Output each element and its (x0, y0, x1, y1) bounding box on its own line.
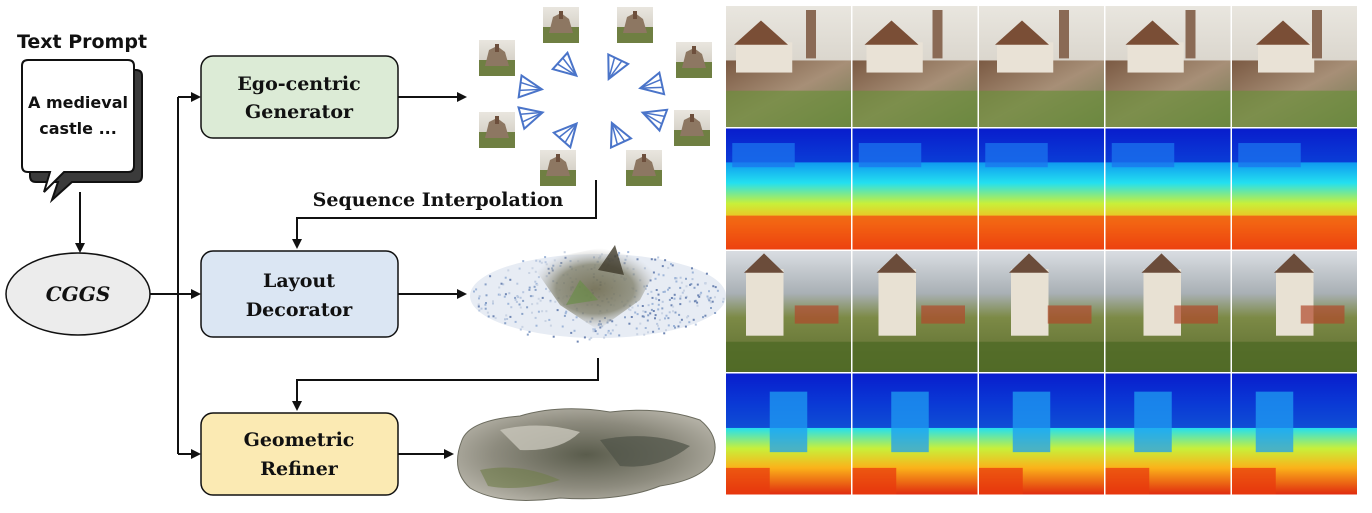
view-thumbnail (540, 150, 576, 186)
grid-tile-depth (726, 128, 851, 250)
ego-centric-generator-box (200, 55, 399, 139)
layout-decorator-line1: Layout (263, 270, 335, 292)
geometric-refiner-line1: Geometric (244, 429, 355, 451)
grid-tile-rgb-landscape (1105, 251, 1231, 372)
grid-tile-rgb-castle (726, 6, 851, 128)
camera-frustum-icon (550, 50, 579, 78)
layout-decorator-box (200, 250, 399, 338)
view-thumbnail (543, 7, 579, 43)
geometric-refiner-box (200, 412, 399, 496)
ego-centric-generator-line1: Ego-centric (237, 73, 360, 95)
grid-tile-depth (726, 373, 851, 495)
result-image-grid (726, 6, 1357, 495)
grid-tile-rgb-castle (852, 6, 978, 128)
grid-tile-rgb-landscape (979, 251, 1104, 372)
grid-tile-depth (979, 373, 1104, 495)
grid-tile-rgb-landscape (852, 251, 978, 372)
prompt-heading: Text Prompt (17, 31, 147, 53)
layout-decorator-line2: Decorator (246, 299, 354, 321)
grid-tile-rgb-landscape (726, 251, 851, 372)
camera-frustum-icon (638, 70, 666, 96)
camera-frustum-icon (517, 106, 545, 131)
view-thumbnail (479, 40, 515, 76)
camera-frustum-icon (551, 121, 579, 150)
camera-frustum-icon (609, 120, 633, 150)
prompt-text-line1: A medieval (28, 93, 128, 112)
grid-tile-rgb-castle (979, 6, 1104, 128)
arrow-sequence-interpolation (292, 180, 597, 249)
ego-centric-generator-line2: Generator (245, 101, 354, 123)
grid-tile-depth (1105, 373, 1231, 495)
view-thumbnail (479, 112, 515, 148)
grid-tile-depth (852, 373, 978, 495)
arrow-layout-to-refiner (292, 358, 599, 411)
camera-frustum-icon (607, 52, 631, 82)
view-thumbnail (617, 7, 653, 43)
sequence-interpolation-label: Sequence Interpolation (313, 189, 564, 211)
geometric-refiner-line2: Refiner (260, 458, 339, 480)
speech-bubble (21, 59, 143, 204)
cggs-label: CGGS (46, 282, 111, 306)
grid-tile-depth (1105, 128, 1231, 250)
cggs-connector (150, 92, 201, 459)
prompt-text-line2: castle ... (39, 119, 117, 138)
view-thumbnail (674, 110, 710, 146)
grid-tile-depth (979, 128, 1104, 250)
camera-frustum-icon (517, 73, 545, 99)
view-thumbnail (626, 150, 662, 186)
grid-tile-depth (1232, 128, 1357, 250)
point-cloud (470, 245, 726, 343)
grid-tile-rgb-castle (1232, 6, 1357, 128)
grid-tile-rgb-landscape (1232, 251, 1357, 372)
camera-frustum-icon (640, 108, 669, 133)
grid-tile-rgb-castle (1105, 6, 1231, 128)
grid-tile-depth (1232, 373, 1357, 495)
camera-ring (479, 7, 712, 186)
refined-mesh (457, 408, 716, 501)
view-thumbnail (676, 42, 712, 78)
grid-tile-depth (852, 128, 978, 250)
